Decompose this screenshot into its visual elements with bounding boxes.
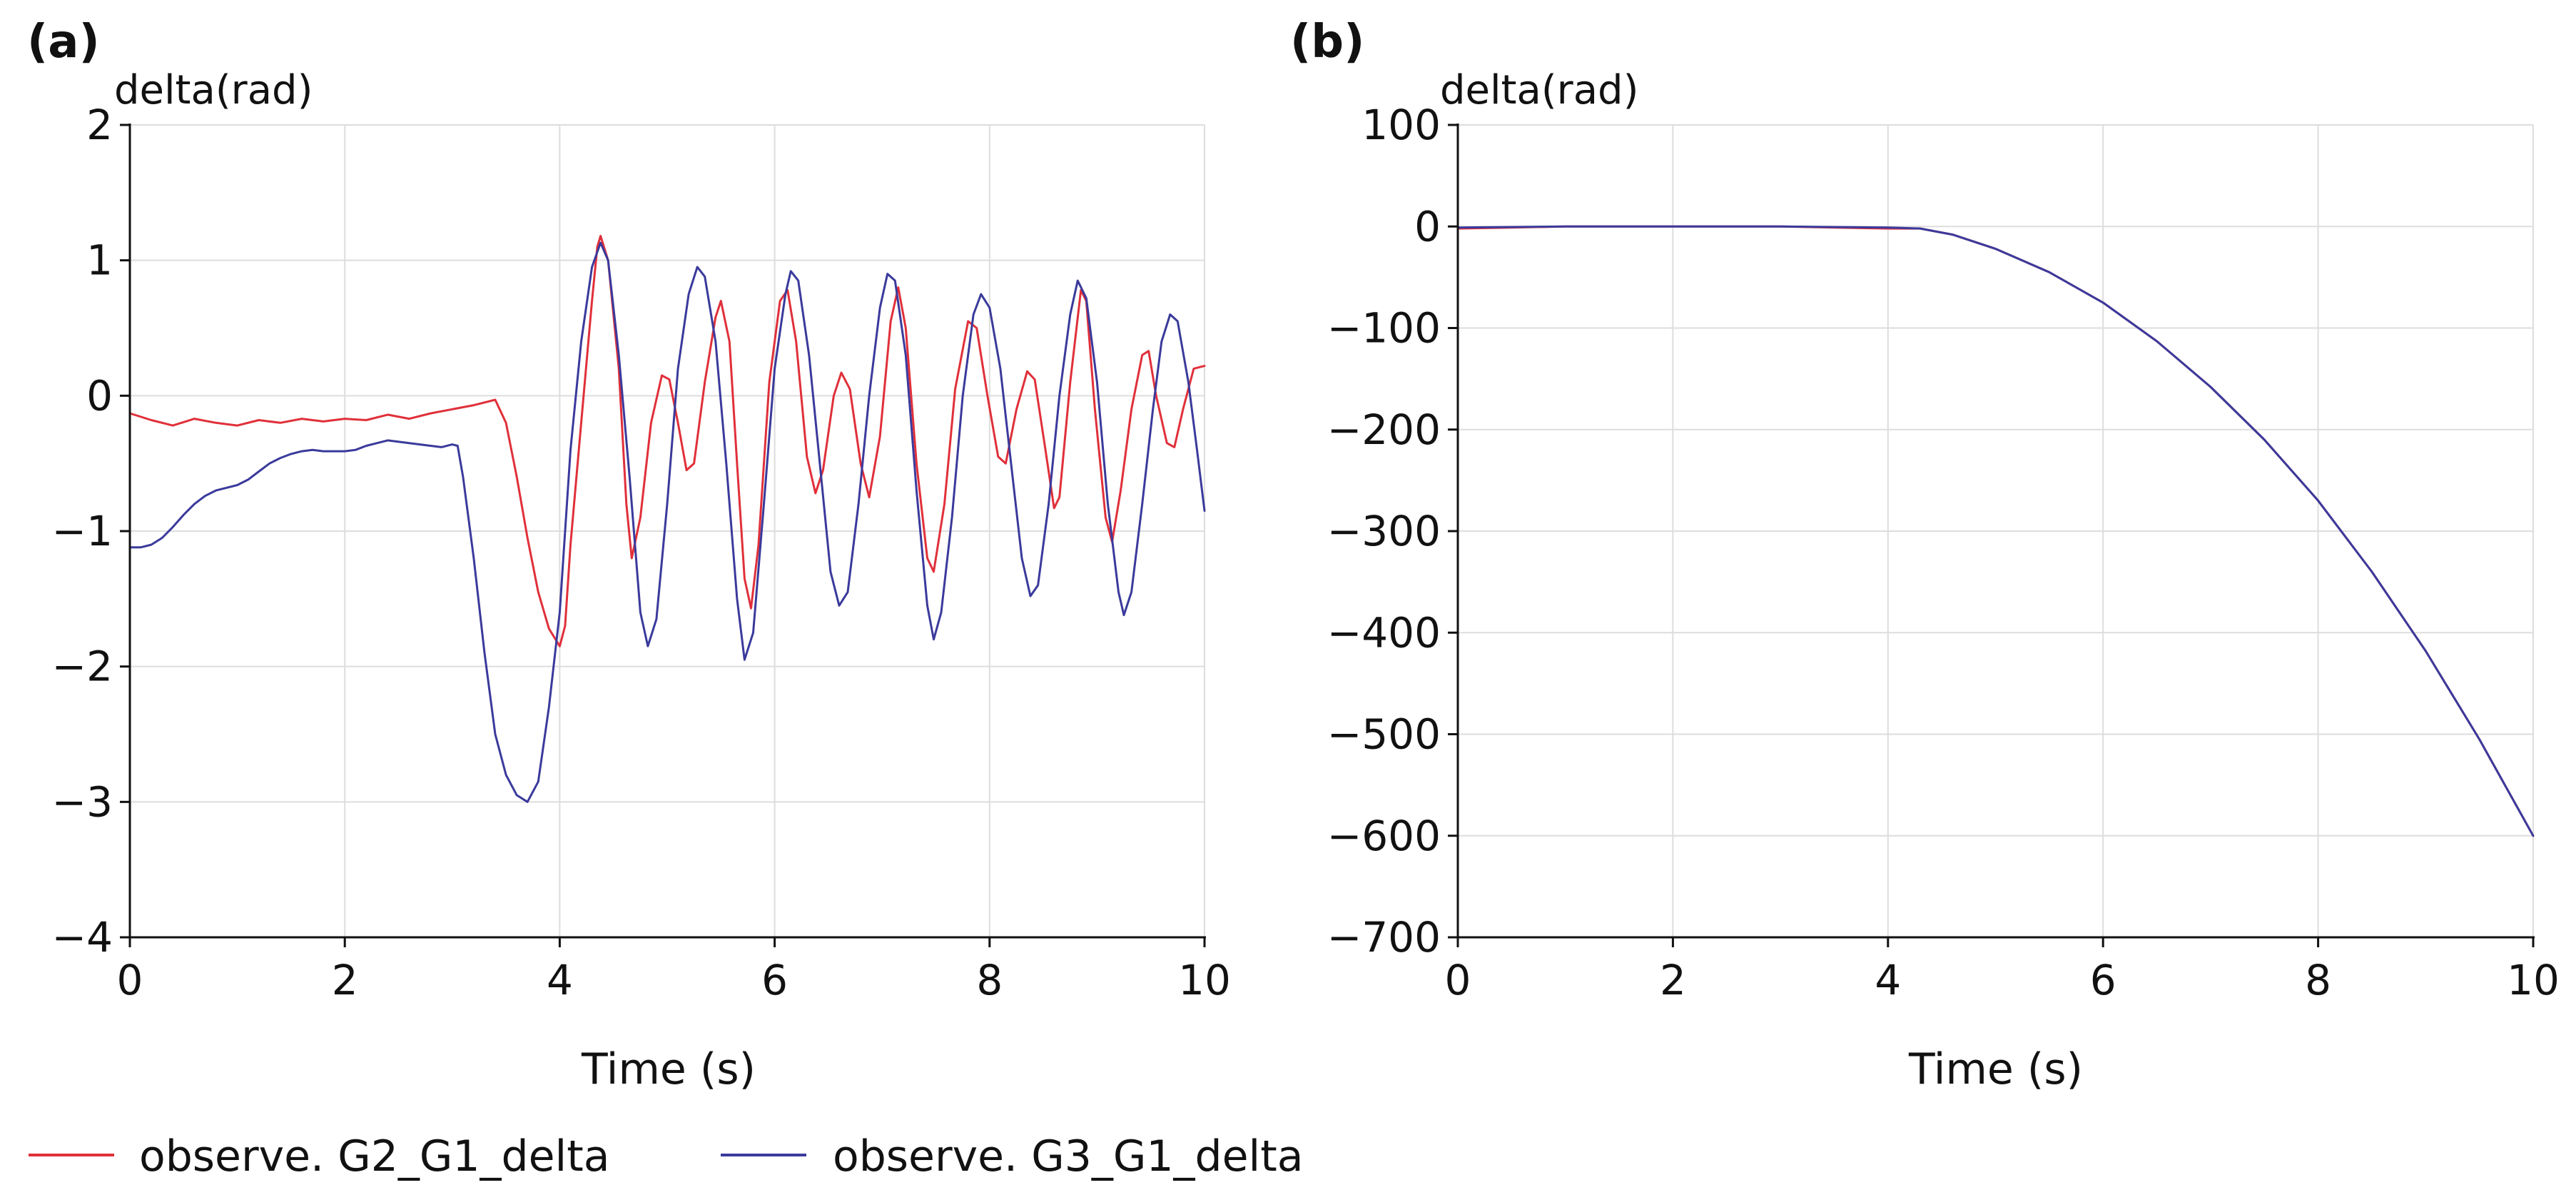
panel-b-y-tick-label-1: 0 (1414, 202, 1441, 251)
legend: observe. G2_G1_delta observe. G3_G1_delt… (29, 1131, 1304, 1181)
panel-a-x-axis-label: Time (s) (581, 1044, 756, 1094)
panel-a-y-tick-label-0: 2 (86, 101, 113, 149)
legend-item-g3: observe. G3_G1_delta (721, 1131, 1304, 1181)
panel-b-series-line-g3 (1456, 225, 2535, 837)
panel-b-y-tick-label-2: −100 (1327, 304, 1441, 353)
chart-panel-b: (b) delta(rad) Time (s) 0 2 4 6 8 10 100 0 −100 −… (1290, 16, 2560, 1094)
panel-b-series (1456, 225, 2535, 837)
panel-b-y-tick-label-6: −500 (1327, 710, 1441, 759)
panel-a-series (128, 235, 1206, 803)
panel-b-y-tick-label-0: 100 (1361, 101, 1441, 149)
panel-b-y-tick-label-3: −200 (1327, 405, 1441, 454)
panel-a-y-tick-label-6: −4 (52, 913, 113, 962)
panel-b-label: (b) (1290, 16, 1364, 69)
panel-a-x-tick-label-4: 4 (547, 956, 573, 1004)
panel-a-x-tick-label-2: 2 (332, 956, 358, 1004)
panel-a-series-line-g3 (128, 241, 1206, 803)
panel-a-x-tick-label-8: 8 (976, 956, 1003, 1004)
legend-item-g2: observe. G2_G1_delta (29, 1131, 610, 1181)
panel-b-y-tick-label-8: −700 (1327, 913, 1441, 962)
panel-b-x-tick-label-6: 6 (2090, 956, 2116, 1004)
panel-a-y-axis-label: delta(rad) (114, 67, 313, 114)
panel-b-x-axis-label: Time (s) (1908, 1044, 2083, 1094)
panel-a-x-tick-label-6: 6 (761, 956, 788, 1004)
panel-a-x-tick-label-0: 0 (117, 956, 143, 1004)
legend-label-g3: observe. G3_G1_delta (833, 1131, 1304, 1181)
panel-a-y-tick-label-2: 0 (86, 371, 113, 420)
panel-a-x-tick-label-10: 10 (1178, 956, 1231, 1004)
panel-b-ticks: 0 2 4 6 8 10 100 0 −100 −200 −300 −400 −500 −600 −700 (1327, 101, 2560, 1004)
chart-panel-a: (a) delta(rad) Time (s) 0 2 4 6 8 10210−1−2−3… (27, 16, 1231, 1094)
panel-a-series-line-g2 (128, 235, 1206, 647)
panel-a-y-tick-label-4: −2 (52, 642, 113, 691)
panel-b-y-tick-label-7: −600 (1327, 812, 1441, 860)
panel-b-x-tick-label-0: 0 (1445, 956, 1471, 1004)
panel-b-x-tick-label-10: 10 (2507, 956, 2560, 1004)
panel-b-y-tick-label-4: −300 (1327, 507, 1441, 555)
panel-a-label: (a) (27, 16, 100, 69)
panel-b-x-tick-label-4: 4 (1875, 956, 1901, 1004)
panel-b-x-tick-label-8: 8 (2305, 956, 2331, 1004)
panel-b-x-tick-label-2: 2 (1660, 956, 1686, 1004)
panel-a-y-tick-label-3: −1 (52, 507, 113, 555)
legend-label-g2: observe. G2_G1_delta (139, 1131, 610, 1181)
panel-b-grid (1458, 124, 2534, 937)
panel-a-y-tick-label-1: 1 (86, 236, 113, 285)
panel-b-y-axis-label: delta(rad) (1440, 67, 1638, 114)
panel-a-grid (130, 124, 1205, 937)
panel-b-y-tick-label-5: −400 (1327, 608, 1441, 657)
panel-a-y-tick-label-5: −3 (52, 777, 113, 826)
